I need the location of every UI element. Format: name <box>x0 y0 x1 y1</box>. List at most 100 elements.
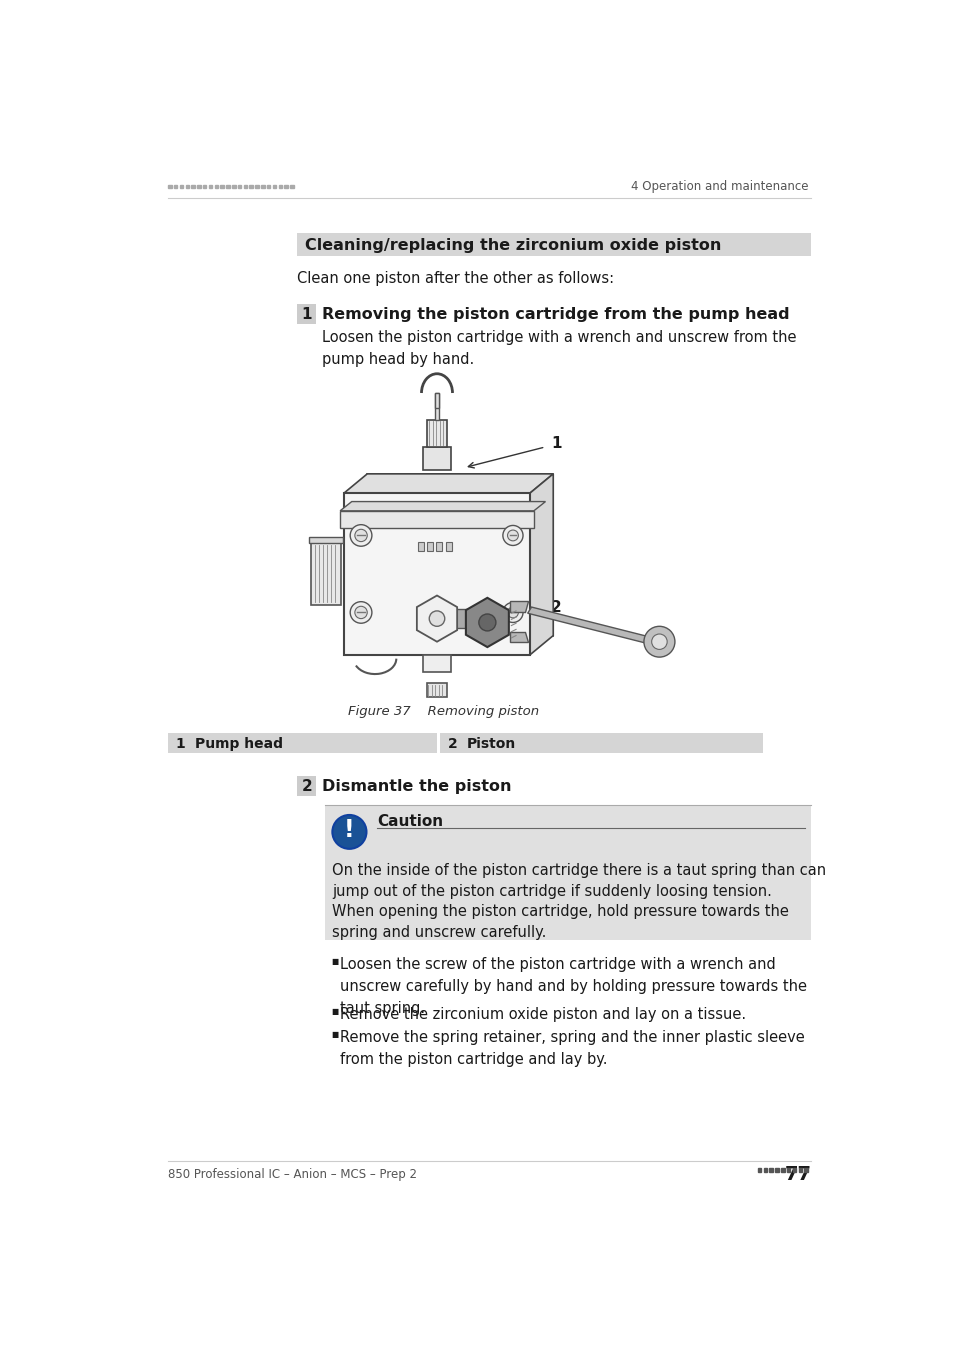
Bar <box>757 1168 760 1172</box>
Point <box>505 624 517 640</box>
Bar <box>168 733 436 753</box>
Text: Caution: Caution <box>377 814 443 829</box>
Bar <box>427 420 447 447</box>
Text: !: ! <box>344 818 355 842</box>
Bar <box>427 683 447 697</box>
Bar <box>422 447 451 470</box>
Bar <box>786 1168 790 1172</box>
Point <box>426 687 437 703</box>
Point <box>437 413 449 429</box>
Point <box>325 594 336 610</box>
Polygon shape <box>340 502 545 510</box>
Bar <box>324 805 810 940</box>
Bar <box>203 185 206 189</box>
Bar <box>762 1168 766 1172</box>
Point <box>510 605 521 621</box>
Point <box>510 609 521 625</box>
Circle shape <box>350 525 372 547</box>
Bar <box>311 543 340 605</box>
Point <box>427 437 438 454</box>
Bar <box>297 305 315 324</box>
Line: 2 pts: 2 pts <box>511 629 516 632</box>
Point <box>321 594 333 610</box>
Bar <box>297 776 315 796</box>
Text: ■: ■ <box>331 1007 337 1015</box>
Point <box>329 594 340 610</box>
Bar <box>340 510 534 528</box>
Bar <box>255 185 258 189</box>
Bar <box>261 185 264 189</box>
Text: 1: 1 <box>550 436 560 451</box>
Point <box>429 687 440 703</box>
Point <box>359 528 371 544</box>
Bar <box>435 393 439 420</box>
Text: Remove the zirconium oxide piston and lay on a tissue.: Remove the zirconium oxide piston and la… <box>340 1007 745 1022</box>
Circle shape <box>478 614 496 630</box>
Point <box>510 528 521 544</box>
Bar <box>781 1168 783 1172</box>
Bar <box>803 1168 807 1172</box>
Point <box>436 687 448 703</box>
Bar <box>792 1168 796 1172</box>
Point <box>433 687 444 703</box>
Text: Piston: Piston <box>467 737 516 751</box>
Point <box>503 528 515 544</box>
Text: 77: 77 <box>783 1165 810 1184</box>
Bar <box>273 185 276 189</box>
Bar <box>237 185 241 189</box>
Bar <box>192 185 194 189</box>
Bar <box>417 541 423 551</box>
Bar <box>243 185 247 189</box>
Text: Figure 37    Removing piston: Figure 37 Removing piston <box>348 705 538 718</box>
Point <box>351 605 362 621</box>
Bar <box>435 393 439 409</box>
Line: 2 pts: 2 pts <box>511 612 516 613</box>
Bar <box>185 185 189 189</box>
Text: Cleaning/replacing the zirconium oxide piston: Cleaning/replacing the zirconium oxide p… <box>305 238 720 254</box>
Point <box>510 603 521 620</box>
Polygon shape <box>527 608 659 645</box>
Point <box>505 605 517 621</box>
Point <box>317 537 329 554</box>
Bar <box>798 1168 801 1172</box>
Text: 2: 2 <box>550 599 561 614</box>
Point <box>423 437 435 454</box>
Point <box>510 628 521 644</box>
Point <box>314 594 325 610</box>
Bar <box>249 185 253 189</box>
Bar <box>439 733 761 753</box>
Bar <box>214 185 218 189</box>
Text: Dismantle the piston: Dismantle the piston <box>322 779 511 794</box>
Bar <box>427 541 433 551</box>
Polygon shape <box>416 595 456 641</box>
Bar <box>440 609 483 628</box>
Point <box>430 437 441 454</box>
Circle shape <box>332 815 366 849</box>
Point <box>321 537 333 554</box>
Text: Pump head: Pump head <box>195 737 283 751</box>
Point <box>317 594 329 610</box>
Point <box>310 594 321 610</box>
Text: When opening the piston cartridge, hold pressure towards the
spring and unscrew : When opening the piston cartridge, hold … <box>332 903 788 940</box>
Circle shape <box>643 626 674 657</box>
Bar <box>267 185 270 189</box>
Point <box>314 537 325 554</box>
Text: 2: 2 <box>447 737 457 751</box>
Bar <box>309 537 343 543</box>
Polygon shape <box>509 601 527 612</box>
Point <box>430 413 441 429</box>
Polygon shape <box>509 632 527 643</box>
Point <box>503 605 515 621</box>
Bar <box>168 185 172 189</box>
Bar <box>284 185 288 189</box>
Text: Remove the spring retainer, spring and the inner plastic sleeve
from the piston : Remove the spring retainer, spring and t… <box>340 1030 804 1066</box>
Point <box>434 437 445 454</box>
Point <box>329 537 340 554</box>
Bar <box>220 185 224 189</box>
Line: 2 pts: 2 pts <box>511 636 516 637</box>
Circle shape <box>502 525 522 545</box>
Bar <box>436 541 442 551</box>
Polygon shape <box>465 598 508 647</box>
Circle shape <box>507 608 517 618</box>
Bar <box>344 493 530 655</box>
